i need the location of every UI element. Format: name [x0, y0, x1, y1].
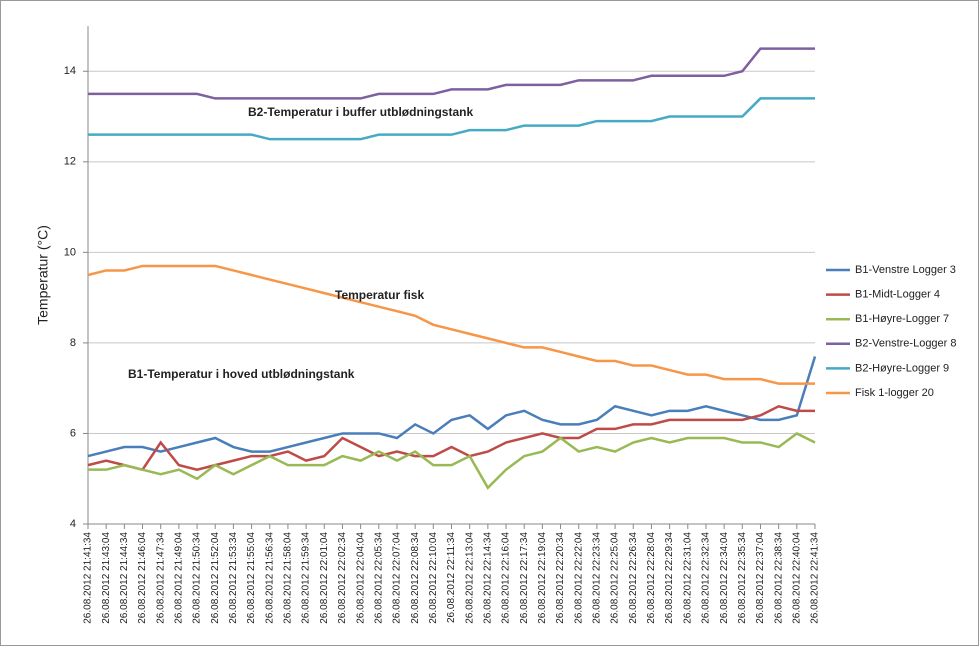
x-tick-label: 26.08.2012 21:58:04	[283, 532, 294, 624]
y-tick-label: 14	[64, 65, 76, 77]
legend-label: B2-Høyre-Logger 9	[855, 362, 949, 374]
x-tick-label: 26.08.2012 22:22:04	[573, 532, 584, 624]
x-tick-label: 26.08.2012 21:52:04	[210, 532, 221, 624]
x-tick-label: 26.08.2012 21:47:34	[155, 532, 166, 624]
x-tick-label: 26.08.2012 21:56:34	[264, 532, 275, 624]
x-tick-label: 26.08.2012 22:32:34	[701, 532, 712, 624]
x-tick-label: 26.08.2012 21:41:34	[83, 532, 94, 624]
x-tick-label: 26.08.2012 21:53:34	[228, 532, 239, 624]
y-axis-label: Temperatur (°C)	[35, 225, 51, 325]
x-tick-label: 26.08.2012 22:10:04	[428, 532, 439, 624]
x-tick-label: 26.08.2012 21:59:34	[301, 532, 312, 624]
legend-label: B1-Midt-Logger 4	[855, 289, 940, 301]
annotation: B2-Temperatur i buffer utblødningstank	[248, 105, 473, 119]
x-tick-label: 26.08.2012 22:07:04	[392, 532, 403, 624]
x-tick-label: 26.08.2012 22:38:34	[773, 532, 784, 624]
x-tick-label: 26.08.2012 22:34:04	[719, 532, 730, 624]
x-tick-label: 26.08.2012 22:23:34	[592, 532, 603, 624]
x-tick-label: 26.08.2012 22:13:04	[464, 532, 475, 624]
series-line	[88, 431, 816, 490]
x-tick-label: 26.08.2012 21:44:34	[119, 532, 130, 624]
legend-label: B1-Høyre-Logger 7	[855, 313, 949, 325]
legend-label: B2-Venstre-Logger 8	[855, 338, 957, 350]
x-tick-label: 26.08.2012 21:49:04	[174, 532, 185, 624]
x-tick-label: 26.08.2012 22:41:34	[810, 532, 821, 624]
series-line	[88, 97, 815, 141]
x-tick-label: 26.08.2012 21:43:04	[101, 532, 112, 624]
annotation: Temperatur fisk	[335, 288, 424, 302]
x-tick-label: 26.08.2012 22:20:34	[555, 532, 566, 624]
annotation: B1-Temperatur i hoved utblødningstank	[128, 367, 355, 381]
x-tick-label: 26.08.2012 22:26:34	[628, 532, 639, 624]
legend-label: B1-Venstre Logger 3	[855, 264, 956, 276]
x-tick-label: 26.08.2012 22:04:04	[355, 532, 366, 624]
series-line	[88, 47, 815, 100]
x-tick-label: 26.08.2012 22:16:04	[501, 532, 512, 624]
x-tick-label: 26.08.2012 22:05:34	[373, 532, 384, 624]
y-tick-label: 12	[64, 156, 76, 168]
x-tick-label: 26.08.2012 22:11:34	[446, 532, 457, 623]
x-tick-label: 26.08.2012 22:14:34	[482, 532, 493, 624]
x-tick-label: 26.08.2012 21:46:04	[137, 532, 148, 624]
series-line	[87, 264, 815, 385]
legend-label: Fisk 1-logger 20	[855, 387, 934, 399]
series-line	[87, 356, 817, 458]
x-tick-label: 26.08.2012 22:19:04	[537, 532, 548, 624]
x-tick-label: 26.08.2012 22:25:04	[610, 532, 621, 624]
x-tick-label: 26.08.2012 22:37:04	[755, 532, 766, 624]
x-tick-label: 26.08.2012 22:02:34	[337, 532, 348, 624]
x-tick-label: 26.08.2012 21:50:34	[192, 532, 203, 624]
x-tick-label: 26.08.2012 22:35:34	[737, 532, 748, 624]
y-tick-label: 8	[70, 337, 76, 349]
x-tick-label: 26.08.2012 22:40:04	[791, 532, 802, 624]
x-tick-label: 26.08.2012 22:28:04	[646, 532, 657, 624]
x-tick-label: 26.08.2012 22:31:04	[682, 532, 693, 624]
y-tick-label: 10	[64, 246, 76, 258]
x-tick-label: 26.08.2012 21:55:04	[246, 532, 257, 624]
x-tick-label: 26.08.2012 22:17:34	[519, 532, 530, 624]
x-tick-label: 26.08.2012 22:08:34	[410, 532, 421, 624]
y-tick-label: 4	[70, 518, 76, 530]
y-tick-label: 6	[70, 427, 76, 439]
series-line	[87, 404, 815, 472]
x-tick-label: 26.08.2012 22:01:04	[319, 532, 330, 624]
x-tick-label: 26.08.2012 22:29:34	[664, 532, 675, 624]
